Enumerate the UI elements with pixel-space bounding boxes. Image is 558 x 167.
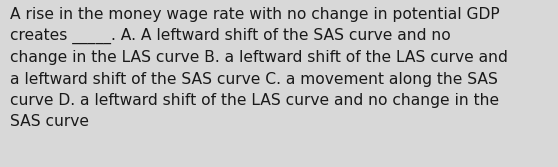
- Text: A rise in the money wage rate with no change in potential GDP
creates _____. A. : A rise in the money wage rate with no ch…: [10, 7, 508, 129]
